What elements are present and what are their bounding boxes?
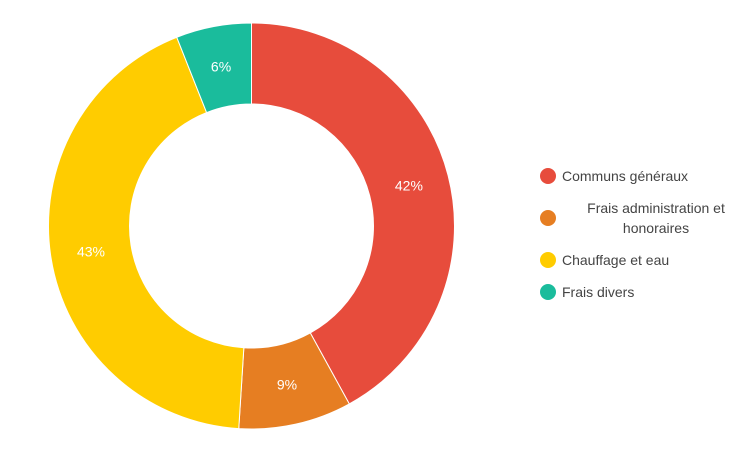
slice-label-chauffage-et-eau: 43% [77, 243, 105, 259]
legend-label-communs-generaux: Communs généraux [562, 168, 689, 184]
legend-label-frais-administration: Frais administration et honoraires [587, 200, 725, 236]
legend-item-communs-generaux[interactable]: Communs généraux [540, 166, 750, 186]
legend-swatch-frais-divers [540, 284, 556, 300]
legend-swatch-frais-administration [540, 210, 556, 226]
donut-slice-chauffage-et-eau[interactable] [48, 36, 245, 430]
legend-label-frais-divers: Frais divers [562, 284, 635, 300]
slice-label-communs-generaux: 42% [395, 178, 423, 194]
slice-label-frais-administration-et-honoraires: 9% [277, 377, 297, 393]
donut-slice-labels: 42% 9% 43% 6% [77, 58, 423, 392]
legend-item-frais-administration[interactable]: Frais administration et honoraires [540, 198, 750, 238]
donut-slice-frais-divers[interactable] [176, 22, 252, 114]
slice-label-frais-divers: 6% [211, 58, 231, 74]
legend-item-frais-divers[interactable]: Frais divers [540, 282, 750, 302]
legend-swatch-communs-generaux [540, 168, 556, 184]
legend-swatch-chauffage-et-eau [540, 252, 556, 268]
chart-legend: Communs généraux Frais administration et… [540, 166, 750, 314]
donut-slice-communs-generaux[interactable] [251, 22, 455, 405]
legend-item-chauffage-et-eau[interactable]: Chauffage et eau [540, 250, 750, 270]
legend-label-chauffage-et-eau: Chauffage et eau [562, 252, 670, 268]
donut-slices [48, 22, 455, 430]
